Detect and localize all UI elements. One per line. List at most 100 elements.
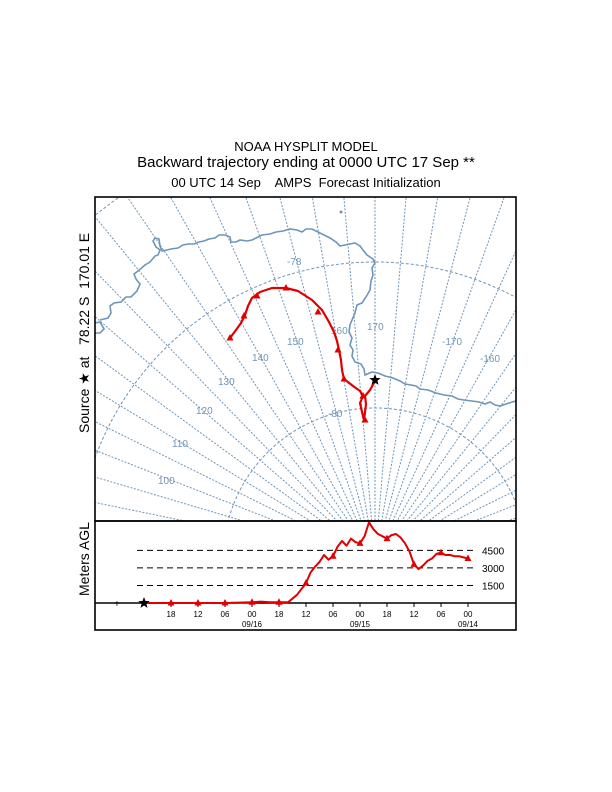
meridian-line	[347, 548, 612, 792]
meridian-line	[400, 352, 516, 521]
meridian-line	[504, 517, 516, 521]
coastline	[95, 228, 516, 407]
height-marker	[329, 552, 337, 559]
height-marker	[194, 599, 202, 606]
meridian-line	[349, 544, 612, 792]
y-tick-label: 3000	[482, 564, 505, 575]
trajectory-marker	[359, 392, 367, 399]
meridian-line	[245, 197, 362, 521]
latitude-circle	[95, 197, 121, 217]
map-frame	[94, 196, 517, 522]
profile-source-star-icon	[138, 597, 150, 608]
x-tick-label: 06	[221, 610, 230, 619]
meridian-line	[0, 556, 405, 663]
meridian-label: 110	[172, 439, 188, 450]
trajectory-marker	[340, 375, 348, 382]
meridian-line	[345, 553, 612, 724]
x-date-label: 09/15	[350, 620, 371, 629]
meridian-line	[209, 197, 358, 521]
meridian-line	[126, 197, 350, 521]
chart-subtitle-initialization: 00 UTC 14 Sep AMPS Forecast Initializati…	[171, 175, 441, 190]
meridian-line	[0, 537, 405, 561]
meridian-line	[0, 558, 405, 599]
latitude-circle	[95, 261, 516, 460]
meridian-line	[279, 197, 366, 521]
meridian-label: 120	[196, 406, 213, 417]
meridian-labels: 100 110 120 130 140 150 160 170 -170 -160 -78 -80	[158, 210, 500, 487]
meridian-label: 100	[158, 476, 175, 487]
meridian-line	[419, 436, 516, 521]
x-tick-label: 06	[437, 610, 446, 619]
height-marker	[275, 598, 283, 605]
x-tick-label: 06	[329, 610, 338, 619]
meridian-line	[452, 489, 516, 521]
x-tick-label: 00	[248, 610, 257, 619]
x-tick-label: 12	[410, 610, 419, 619]
island-dot	[339, 210, 343, 214]
meridian-line	[95, 270, 338, 521]
meridian-line	[406, 386, 516, 521]
height-marker	[221, 599, 229, 606]
x-tick-label: 18	[383, 610, 392, 619]
trajectory-marker	[253, 292, 261, 299]
meridian-line	[95, 389, 312, 521]
meridian-line	[345, 558, 612, 599]
meridian-label: -160	[480, 354, 500, 365]
meridian-line	[396, 308, 516, 521]
trajectory-marker	[314, 308, 322, 315]
height-series-line	[144, 521, 469, 604]
meridian-line	[377, 197, 407, 521]
height-marker	[356, 539, 364, 546]
meridian-line	[351, 541, 612, 792]
y-tick-label: 4500	[482, 546, 505, 557]
meridian-line	[169, 197, 354, 521]
x-tick-label: 12	[194, 610, 203, 619]
x-date-label: 09/14	[458, 620, 479, 629]
trajectory-marker	[240, 312, 248, 319]
meridian-line	[473, 504, 516, 521]
meridian-line	[346, 551, 612, 785]
latitude-label: -80	[328, 409, 343, 420]
height-marker	[248, 598, 256, 605]
height-marker	[383, 534, 391, 542]
meridian-line	[95, 421, 298, 521]
meridian-line	[95, 315, 331, 521]
trajectory-map	[226, 284, 381, 423]
meridian-line	[388, 197, 505, 521]
profile-frame	[94, 520, 517, 631]
chart-title-model: NOAA HYSPLIT MODEL	[234, 139, 378, 154]
source-star-icon	[369, 374, 381, 385]
height-marker	[464, 554, 472, 562]
x-tick-label: 00	[464, 610, 473, 619]
meridian-line	[384, 197, 471, 521]
meridian-line	[392, 249, 516, 521]
latitude-label: -78	[287, 257, 302, 268]
meridian-line	[345, 412, 612, 566]
meridian-line	[348, 546, 612, 792]
meridian-line	[427, 456, 516, 521]
height-marker	[167, 599, 175, 606]
x-tick-label: 12	[302, 610, 311, 619]
meridian-line	[95, 215, 344, 521]
meridian-line	[95, 355, 323, 521]
trajectory-marker	[226, 334, 234, 341]
coastline-path	[95, 228, 516, 407]
meridian-line	[438, 474, 516, 521]
meridian-label: -170	[442, 337, 462, 348]
x-tick-label: 18	[275, 610, 284, 619]
latitude-circle	[227, 407, 516, 521]
meridian-line	[0, 553, 405, 724]
x-tick-label: 18	[167, 610, 176, 619]
height-marker	[302, 579, 310, 586]
meridian-label: 140	[252, 353, 269, 364]
x-tick-label: 00	[356, 610, 365, 619]
meridian-line	[412, 413, 516, 521]
meridian-line	[343, 197, 373, 521]
x-date-label: 09/16	[242, 620, 263, 629]
meridian-line	[311, 197, 369, 521]
meridian-line	[345, 474, 612, 563]
